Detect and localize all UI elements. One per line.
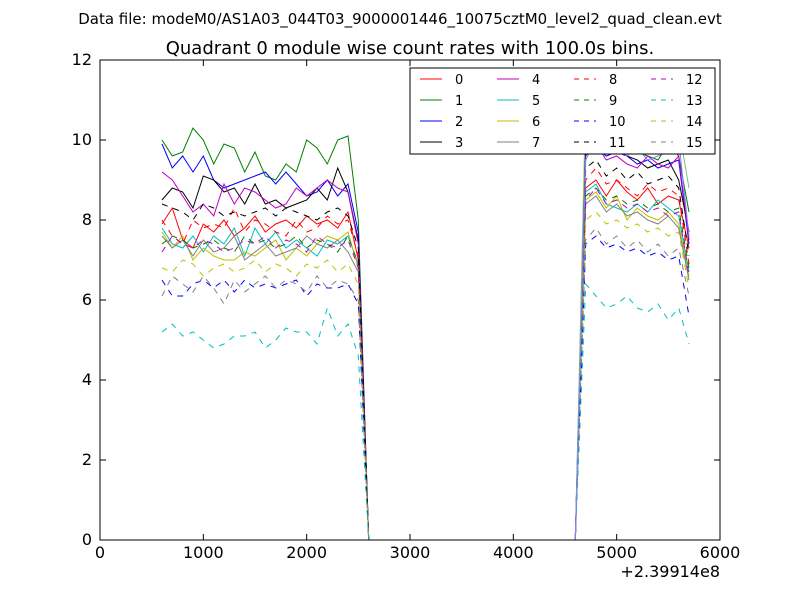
series-line-extra-17 <box>162 138 690 540</box>
x-tick-label: 0 <box>95 543 105 562</box>
x-tick-label: 6000 <box>700 543 741 562</box>
series-line-11 <box>161 159 690 540</box>
legend-label: 8 <box>609 73 617 88</box>
x-tick-label: 1000 <box>183 543 224 562</box>
x-axis: 0 1000 2000 3000 4000 5000 6000 <box>95 60 740 562</box>
legend-label: 13 <box>686 94 703 109</box>
y-tick-label: 2 <box>82 450 92 469</box>
legend-label: 14 <box>686 115 703 130</box>
y-tick-label: 4 <box>82 370 92 389</box>
plot-area <box>161 87 690 540</box>
series-line-0 <box>161 179 690 540</box>
legend-label: 12 <box>686 73 703 88</box>
legend-label: 9 <box>609 94 617 109</box>
series-line-8 <box>161 167 690 540</box>
legend-label: 4 <box>532 73 540 88</box>
series-line-7 <box>161 195 690 540</box>
legend-label: 15 <box>686 136 703 151</box>
x-tick-label: 3000 <box>390 543 431 562</box>
series-line-13 <box>161 282 690 540</box>
y-tick-label: 0 <box>82 530 92 549</box>
series-line-12 <box>161 187 690 540</box>
chart-title: Quadrant 0 module wise count rates with … <box>166 38 655 59</box>
x-tick-label: 5000 <box>596 543 637 562</box>
series-line-extra-16 <box>162 87 690 540</box>
legend-label: 11 <box>609 136 626 151</box>
legend-label: 5 <box>532 94 540 109</box>
series-line-5 <box>161 183 690 540</box>
series-line-9 <box>161 187 690 540</box>
series-line-14 <box>161 211 690 540</box>
legend-label: 1 <box>455 94 463 109</box>
series-line-15 <box>161 227 690 540</box>
legend-label: 10 <box>609 115 626 130</box>
y-tick-label: 10 <box>72 130 92 149</box>
x-offset-label: +2.39914e8 <box>620 562 720 581</box>
y-tick-label: 6 <box>82 290 92 309</box>
y-tick-label: 8 <box>82 210 92 229</box>
legend-box <box>409 67 716 155</box>
y-tick-label: 12 <box>72 50 92 69</box>
suptitle: Data file: modeM0/AS1A03_044T03_90000014… <box>78 10 722 29</box>
series-line-6 <box>161 191 690 540</box>
series-line-10 <box>161 235 690 540</box>
x-tick-label: 4000 <box>493 543 534 562</box>
legend-label: 0 <box>455 73 463 88</box>
legend-label: 2 <box>455 115 463 130</box>
x-tick-label: 2000 <box>286 543 327 562</box>
legend-label: 3 <box>455 136 463 151</box>
legend-label: 7 <box>532 136 540 151</box>
legend-label: 6 <box>532 115 540 130</box>
